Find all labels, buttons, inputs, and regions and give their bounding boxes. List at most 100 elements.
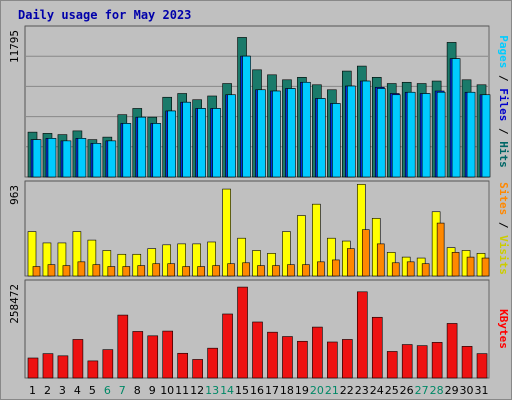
bar-pages: [167, 110, 177, 178]
bar-visits: [27, 231, 37, 277]
x-tick-label: 22: [340, 384, 354, 397]
bar-pages: [137, 116, 147, 178]
bar-visits: [177, 243, 186, 277]
panel-kbytes: 258472 KBytes: [8, 279, 510, 379]
x-tick-labels: 1 2 3 4 5 6 7 8 9 10 11 12 13 14 15 16 17 18 19 20 21 22 23 24 2…: [29, 384, 489, 397]
bar-visits: [297, 215, 306, 277]
x-tick-label: 25: [385, 384, 399, 397]
bar-pages: [421, 93, 431, 178]
bar-sites: [272, 265, 280, 277]
bar-kbytes: [461, 346, 473, 379]
panel-hits-files-pages: 11795 Pages / Files / Hits: [8, 25, 510, 178]
panel-3-legend-part: KBytes: [497, 309, 510, 349]
bar-kbytes: [446, 323, 458, 379]
bar-kbytes: [177, 352, 188, 379]
bar-visits: [117, 253, 127, 277]
x-tick-label: 31: [475, 384, 489, 397]
panel-1-legend-label: Pages / Files / Hits: [497, 35, 510, 168]
bar-visits: [42, 242, 52, 277]
bar-pages: [242, 55, 251, 178]
bar-pages: [302, 81, 311, 178]
x-tick-label: 23: [355, 384, 369, 397]
bar-sites: [436, 222, 445, 277]
bar-pages: [272, 90, 281, 178]
bar-visits: [312, 203, 321, 277]
bar-kbytes: [267, 331, 278, 379]
bar-pages: [182, 101, 191, 178]
bar-pages: [466, 91, 476, 178]
x-tick-label: 9: [149, 384, 156, 397]
bar-kbytes: [386, 351, 398, 379]
bar-pages: [77, 138, 87, 178]
chart-title: Daily usage for May 2023: [18, 8, 191, 22]
bar-sites: [302, 264, 310, 277]
bar-visits: [267, 253, 276, 277]
x-tick-label: 13: [205, 384, 219, 397]
bar-kbytes: [72, 339, 84, 379]
x-tick-label: 26: [400, 384, 414, 397]
bar-sites: [77, 261, 86, 277]
bar-pages: [317, 98, 326, 178]
x-tick-label: 11: [175, 384, 189, 397]
bar-sites: [182, 266, 190, 277]
bar-kbytes: [147, 335, 159, 379]
x-tick-label: 18: [280, 384, 294, 397]
bar-kbytes: [117, 314, 129, 379]
bar-pages: [212, 108, 221, 178]
x-tick-label: 17: [265, 384, 279, 397]
panel-3-ymax-label: 258472: [8, 284, 21, 324]
bar-pages: [227, 94, 236, 178]
bar-sites: [391, 262, 400, 277]
x-tick-label: 21: [325, 384, 339, 397]
panel-2-ymax-label: 963: [8, 185, 21, 205]
chart-panels: 11795 Pages / Files / Hits 963 Sites / Visi…: [8, 25, 510, 379]
bar-kbytes: [42, 353, 54, 379]
bar-pages: [436, 91, 446, 178]
bar-pages: [287, 88, 296, 178]
bar-visits: [222, 188, 231, 277]
bar-pages: [481, 94, 491, 178]
panel-visits-sites: 963 Sites / Visits: [8, 180, 510, 277]
bar-sites: [376, 243, 385, 277]
x-tick-label: 29: [445, 384, 459, 397]
bar-pages: [347, 85, 356, 178]
bar-kbytes: [401, 344, 413, 379]
x-tick-label: 15: [235, 384, 249, 397]
bar-sites: [152, 263, 161, 277]
x-tick-label: 2: [44, 384, 51, 397]
panel-2-legend-part: Sites: [497, 182, 510, 215]
panel-1-legend-part: Pages: [497, 35, 510, 68]
x-tick-label: 12: [190, 384, 204, 397]
bar-kbytes: [327, 341, 338, 379]
bar-pages: [376, 88, 386, 178]
x-tick-label: 3: [59, 384, 66, 397]
bar-kbytes: [297, 340, 308, 379]
bar-pages: [361, 80, 371, 178]
bar-pages: [197, 108, 206, 178]
bar-kbytes: [222, 313, 233, 379]
bar-kbytes: [27, 357, 39, 379]
x-tick-label: 10: [160, 384, 174, 397]
x-tick-label: 6: [104, 384, 111, 397]
bar-kbytes: [371, 316, 383, 379]
bar-sites: [317, 261, 325, 277]
bar-kbytes: [162, 330, 174, 379]
panel-2-legend-part: /: [497, 215, 510, 235]
bar-sites: [332, 259, 340, 277]
bar-pages: [406, 91, 416, 178]
bar-sites: [257, 265, 265, 277]
x-tick-label: 30: [460, 384, 474, 397]
bar-visits: [72, 231, 82, 277]
bar-sites: [361, 229, 370, 277]
panel-1-legend-part: Files: [497, 88, 510, 121]
bar-kbytes: [431, 342, 443, 379]
bar-pages: [451, 58, 461, 178]
panel-3-legend-label: KBytes: [497, 309, 510, 349]
bar-kbytes: [312, 326, 323, 379]
bar-pages: [332, 103, 341, 178]
bar-pages: [391, 94, 401, 178]
x-tick-label: 4: [74, 384, 81, 397]
bar-visits: [207, 241, 216, 277]
bar-visits: [132, 253, 142, 277]
bar-pages: [122, 123, 132, 178]
